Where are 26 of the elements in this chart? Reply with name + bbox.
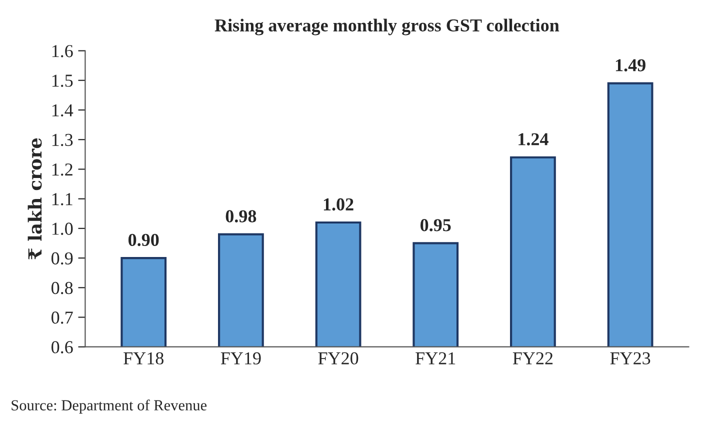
text: 0.7 [52, 312, 73, 324]
data-label: 0.90 [128, 234, 159, 246]
data-label: 1.02 [324, 198, 354, 211]
text: 1.2 [52, 164, 72, 176]
x-tick-label: FY19 [220, 352, 261, 364]
text: 1.4 [52, 104, 74, 116]
text: 1.3 [52, 134, 73, 146]
data-label: 0.95 [420, 219, 451, 232]
text: 0.6 [52, 341, 73, 354]
text: 0.9 [52, 252, 73, 265]
text: 0.8 [52, 282, 73, 294]
text: 1.1 [52, 193, 72, 206]
x-tick-label: FY18 [124, 352, 164, 364]
text: 1.0 [52, 222, 73, 235]
data-label: 1.49 [616, 59, 646, 72]
text: 1.5 [52, 74, 73, 87]
x-tick-label: FY22 [512, 352, 553, 364]
text: 1.6 [52, 45, 73, 58]
chart-title: Rising average monthly gross GST collection [214, 18, 560, 36]
y-axis-title: ₹ lakh crore [28, 138, 42, 260]
x-tick-label: FY20 [318, 352, 358, 364]
source-note: Source: Department of Revenue [12, 400, 207, 414]
data-label: 0.98 [226, 210, 256, 222]
x-tick-label: FY21 [416, 352, 456, 364]
x-tick-label: FY23 [610, 352, 650, 364]
data-label: 1.24 [518, 133, 548, 146]
